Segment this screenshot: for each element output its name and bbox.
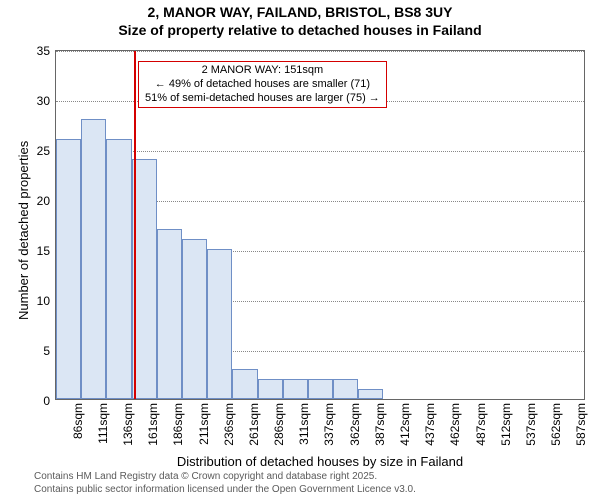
marker-line bbox=[134, 51, 136, 399]
x-tick-label: 437sqm bbox=[421, 403, 437, 446]
x-tick-label: 186sqm bbox=[169, 403, 185, 446]
x-axis-label: Distribution of detached houses by size … bbox=[55, 454, 585, 469]
chart-title-line1: 2, MANOR WAY, FAILAND, BRISTOL, BS8 3UY bbox=[0, 4, 600, 20]
y-tick-label: 20 bbox=[37, 194, 56, 208]
histogram-bar bbox=[232, 369, 257, 399]
x-tick-label: 537sqm bbox=[522, 403, 538, 446]
annotation-line: 2 MANOR WAY: 151sqm bbox=[145, 64, 380, 78]
histogram-bar bbox=[106, 139, 131, 399]
x-tick-label: 387sqm bbox=[371, 403, 387, 446]
histogram-bar bbox=[333, 379, 358, 399]
histogram-bar bbox=[81, 119, 106, 399]
histogram-bar bbox=[207, 249, 232, 399]
annotation-line: ← 49% of detached houses are smaller (71… bbox=[145, 78, 380, 92]
x-tick-label: 462sqm bbox=[446, 403, 462, 446]
x-tick-label: 86sqm bbox=[69, 403, 85, 439]
histogram-bar bbox=[258, 379, 283, 399]
y-axis-label: Number of detached properties bbox=[16, 141, 31, 320]
chart-title-line2: Size of property relative to detached ho… bbox=[0, 22, 600, 38]
y-tick-label: 10 bbox=[37, 294, 56, 308]
x-tick-label: 587sqm bbox=[572, 403, 588, 446]
histogram-bar bbox=[283, 379, 308, 399]
x-tick-label: 362sqm bbox=[346, 403, 362, 446]
x-tick-label: 236sqm bbox=[220, 403, 236, 446]
y-tick-label: 30 bbox=[37, 94, 56, 108]
credits-block: Contains HM Land Registry data © Crown c… bbox=[34, 470, 416, 496]
histogram-bar bbox=[56, 139, 81, 399]
histogram-bar bbox=[358, 389, 383, 399]
y-tick-label: 35 bbox=[37, 44, 56, 58]
x-tick-label: 261sqm bbox=[245, 403, 261, 446]
x-tick-label: 311sqm bbox=[295, 403, 311, 445]
credits-line1: Contains HM Land Registry data © Crown c… bbox=[34, 470, 416, 483]
histogram-bar bbox=[157, 229, 182, 399]
y-tick-label: 25 bbox=[37, 144, 56, 158]
x-tick-label: 136sqm bbox=[119, 403, 135, 446]
annotation-box: 2 MANOR WAY: 151sqm← 49% of detached hou… bbox=[138, 61, 387, 108]
histogram-bar bbox=[182, 239, 207, 399]
histogram-bar bbox=[308, 379, 333, 399]
plot-area: 0510152025303586sqm111sqm136sqm161sqm186… bbox=[55, 50, 585, 400]
x-tick-label: 286sqm bbox=[270, 403, 286, 446]
credits-line2: Contains public sector information licen… bbox=[34, 483, 416, 496]
x-tick-label: 111sqm bbox=[94, 403, 110, 444]
x-tick-label: 412sqm bbox=[396, 403, 412, 446]
y-tick-label: 0 bbox=[43, 394, 56, 408]
y-tick-label: 5 bbox=[43, 344, 56, 358]
x-tick-label: 211sqm bbox=[195, 403, 211, 445]
annotation-line: 51% of semi-detached houses are larger (… bbox=[145, 92, 380, 106]
x-tick-label: 337sqm bbox=[320, 403, 336, 446]
x-tick-label: 161sqm bbox=[144, 403, 160, 446]
x-tick-label: 562sqm bbox=[547, 403, 563, 446]
x-tick-label: 512sqm bbox=[497, 403, 513, 446]
y-tick-label: 15 bbox=[37, 244, 56, 258]
x-tick-label: 487sqm bbox=[472, 403, 488, 446]
